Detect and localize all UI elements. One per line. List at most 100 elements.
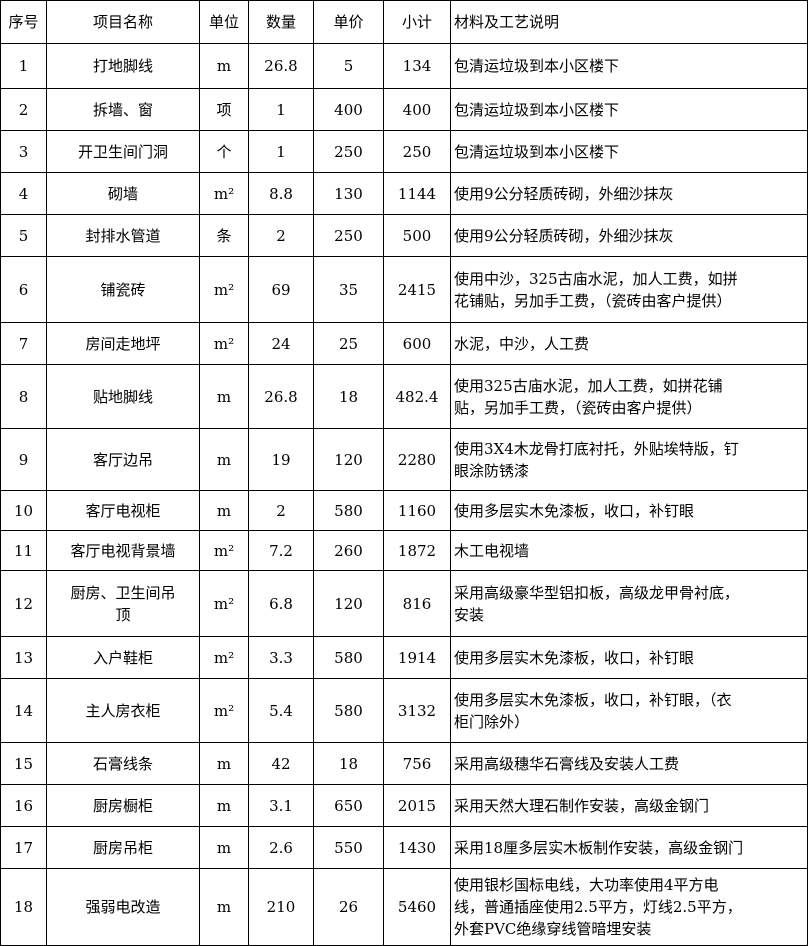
cell-row-number: 10	[0, 490, 47, 531]
cell-item-name: 铺瓷砖	[46, 256, 200, 323]
cell-subtotal: 600	[383, 322, 451, 365]
cell-unit-price: 25	[313, 322, 384, 365]
table-row: 14 主人房衣柜 m² 5.4 580 3132 使用多层实木免漆板，收口，补钉眼，（衣 柜…	[0, 678, 808, 743]
cell-subtotal: 1144	[383, 172, 451, 215]
cell-description: 包清运垃圾到本小区楼下	[450, 130, 808, 173]
cell-row-number: 3	[0, 130, 47, 173]
cell-unit: m	[199, 826, 249, 869]
cell-subtotal: 400	[383, 88, 451, 131]
cell-item-name: 房间走地坪	[46, 322, 200, 365]
cell-subtotal: 756	[383, 742, 451, 785]
cell-quantity: 1	[248, 130, 314, 173]
cell-unit: m	[199, 428, 249, 491]
cell-row-number: 18	[0, 868, 47, 946]
cell-subtotal: 2015	[383, 784, 451, 827]
cell-description: 包清运垃圾到本小区楼下	[450, 88, 808, 131]
cell-quantity: 26.8	[248, 43, 314, 89]
cell-unit: m²	[199, 678, 249, 743]
cell-item-name: 开卫生间门洞	[46, 130, 200, 173]
cell-row-number: 1	[0, 43, 47, 89]
cell-item-name: 打地脚线	[46, 43, 200, 89]
cell-unit-price: 18	[313, 364, 384, 429]
cell-row-number: 4	[0, 172, 47, 215]
table-row: 16 厨房橱柜 m 3.1 650 2015 采用天然大理石制作安装，高级金钢门	[0, 784, 808, 827]
cell-quantity: 3.1	[248, 784, 314, 827]
cell-item-name: 入户鞋柜	[46, 636, 200, 679]
header-description: 材料及工艺说明	[450, 0, 808, 44]
header-subtotal: 小计	[383, 0, 451, 44]
cell-description: 使用多层实木免漆板，收口，补钉眼	[450, 636, 808, 679]
cell-unit-price: 18	[313, 742, 384, 785]
cell-quantity: 2.6	[248, 826, 314, 869]
cell-item-name: 石膏线条	[46, 742, 200, 785]
cell-quantity: 5.4	[248, 678, 314, 743]
cell-quantity: 1	[248, 88, 314, 131]
cell-row-number: 8	[0, 364, 47, 429]
cell-quantity: 7.2	[248, 530, 314, 571]
cell-unit-price: 400	[313, 88, 384, 131]
table-row: 1 打地脚线 m 26.8 5 134 包清运垃圾到本小区楼下	[0, 43, 808, 89]
header-unit-price: 单价	[313, 0, 384, 44]
cell-unit: m	[199, 868, 249, 946]
cell-row-number: 6	[0, 256, 47, 323]
cell-unit-price: 120	[313, 570, 384, 637]
table-row: 7 房间走地坪 m² 24 25 600 水泥，中沙，人工费	[0, 322, 808, 365]
header-row: 序号 项目名称 单位 数量 单价 小计 材料及工艺说明	[0, 0, 808, 44]
cell-item-name: 砌墙	[46, 172, 200, 215]
cell-row-number: 15	[0, 742, 47, 785]
cell-quantity: 2	[248, 490, 314, 531]
cell-quantity: 2	[248, 214, 314, 257]
cell-row-number: 13	[0, 636, 47, 679]
cell-subtotal: 1914	[383, 636, 451, 679]
cell-item-name: 客厅边吊	[46, 428, 200, 491]
cell-unit: m²	[199, 256, 249, 323]
cell-unit: 个	[199, 130, 249, 173]
cell-unit-price: 26	[313, 868, 384, 946]
cell-description: 采用18厘多层实木板制作安装，高级金钢门	[450, 826, 808, 869]
cell-unit-price: 35	[313, 256, 384, 323]
cell-unit-price: 580	[313, 490, 384, 531]
table-row: 8 贴地脚线 m 26.8 18 482.4 使用325古庙水泥，加人工费，如拼花铺 贴，另…	[0, 364, 808, 429]
cell-row-number: 16	[0, 784, 47, 827]
cell-subtotal: 500	[383, 214, 451, 257]
cell-unit: m²	[199, 530, 249, 571]
cell-subtotal: 2415	[383, 256, 451, 323]
table-row: 18 强弱电改造 m 210 26 5460 使用银杉国标电线，大功率使用4平方电 线，普通…	[0, 868, 808, 946]
cell-unit-price: 120	[313, 428, 384, 491]
cell-subtotal: 1430	[383, 826, 451, 869]
cell-description: 使用9公分轻质砖砌，外细沙抹灰	[450, 214, 808, 257]
cell-quantity: 6.8	[248, 570, 314, 637]
header-item-name: 项目名称	[46, 0, 200, 44]
cell-description: 使用3X4木龙骨打底衬托，外贴埃特版，钉 眼涂防锈漆	[450, 428, 808, 491]
table-row: 17 厨房吊柜 m 2.6 550 1430 采用18厘多层实木板制作安装，高级金钢门	[0, 826, 808, 869]
cell-unit: m²	[199, 322, 249, 365]
cell-quantity: 8.8	[248, 172, 314, 215]
cell-subtotal: 3132	[383, 678, 451, 743]
cell-subtotal: 1872	[383, 530, 451, 571]
cell-item-name: 厨房吊柜	[46, 826, 200, 869]
header-no: 序号	[0, 0, 47, 44]
table-row: 12 厨房、卫生间吊 顶 m² 6.8 120 816 采用高级豪华型铝扣板，高级龙甲骨衬底…	[0, 570, 808, 637]
cell-item-name: 封排水管道	[46, 214, 200, 257]
cell-quantity: 24	[248, 322, 314, 365]
cell-description: 使用中沙，325古庙水泥，加人工费，如拼 花铺贴，另加手工费，（瓷砖由客户提供）	[450, 256, 808, 323]
cell-description: 使用325古庙水泥，加人工费，如拼花铺 贴，另加手工费，（瓷砖由客户提供）	[450, 364, 808, 429]
table-body: 1 打地脚线 m 26.8 5 134 包清运垃圾到本小区楼下 2 拆墙、窗项 1 400 400 包清…	[0, 43, 808, 946]
cell-description: 采用高级穗华石膏线及安装人工费	[450, 742, 808, 785]
table-row: 10 客厅电视柜 m 2 580 1160 使用多层实木免漆板，收口，补钉眼	[0, 490, 808, 531]
cell-description: 水泥，中沙，人工费	[450, 322, 808, 365]
cell-unit-price: 5	[313, 43, 384, 89]
cell-unit: 项	[199, 88, 249, 131]
header-quantity: 数量	[248, 0, 314, 44]
cell-row-number: 7	[0, 322, 47, 365]
cell-unit: 条	[199, 214, 249, 257]
cell-quantity: 69	[248, 256, 314, 323]
cell-item-name: 主人房衣柜	[46, 678, 200, 743]
table-row: 11 客厅电视背景墙 m² 7.2 260 1872 木工电视墙	[0, 530, 808, 571]
cell-quantity: 26.8	[248, 364, 314, 429]
cell-subtotal: 1160	[383, 490, 451, 531]
cell-item-name: 强弱电改造	[46, 868, 200, 946]
cell-unit-price: 550	[313, 826, 384, 869]
cell-item-name: 拆墙、窗	[46, 88, 200, 131]
